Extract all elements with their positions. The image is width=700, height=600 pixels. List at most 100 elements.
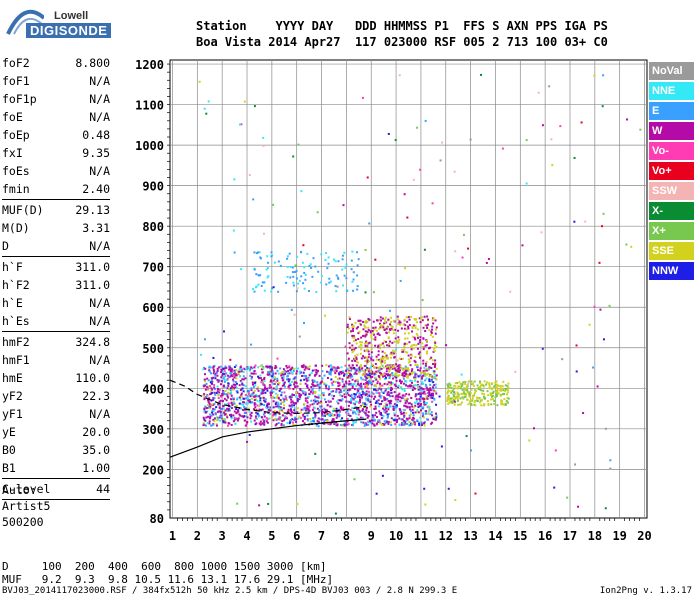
echo-dot: [410, 410, 413, 413]
x-tick-label: 14: [488, 529, 502, 543]
echo-dot: [434, 363, 437, 366]
echo-dot: [373, 384, 376, 387]
echo-dot: [486, 390, 489, 393]
echo-dot: [242, 403, 245, 406]
echo-dot: [405, 351, 408, 354]
echo-dot: [414, 356, 417, 359]
echo-dot: [397, 375, 400, 378]
echo-dot: [460, 392, 463, 395]
echo-dot: [424, 398, 427, 401]
echo-dot: [343, 424, 346, 427]
echo-dot: [282, 375, 285, 378]
echo-dot: [312, 420, 315, 423]
echo-dot: [222, 377, 225, 380]
echo-dot: [454, 397, 457, 400]
echo-dot: [415, 365, 418, 368]
echo-dot: [352, 410, 355, 413]
echo-dot: [506, 389, 509, 392]
echo-dot: [391, 395, 394, 398]
echo-dot: [259, 374, 262, 377]
param-value: N/A: [89, 353, 110, 367]
echo-dot: [480, 389, 483, 392]
echo-dot: [268, 413, 271, 416]
echo-dot: [252, 383, 255, 386]
echo-dot: [219, 410, 222, 413]
noise-dot: [233, 251, 236, 254]
echo-dot: [330, 378, 333, 381]
noise-dot: [609, 467, 612, 470]
echo-dot: [393, 350, 396, 353]
echo-dot: [357, 407, 360, 410]
echo-dot: [212, 376, 215, 379]
echo-dot: [381, 364, 384, 367]
echo-dot: [333, 366, 336, 369]
echo-dot: [253, 268, 256, 271]
echo-dot: [386, 397, 389, 400]
x-tick-label: 7: [318, 529, 325, 543]
echo-dot: [222, 420, 225, 423]
echo-dot: [412, 414, 415, 417]
y-tick-label: 600: [142, 301, 164, 315]
noise-dot: [272, 286, 275, 289]
echo-dot: [407, 358, 410, 361]
echo-dot: [374, 383, 377, 386]
echo-dot: [327, 385, 330, 388]
echo-dot: [279, 408, 282, 411]
echo-dot: [378, 402, 381, 405]
echo-dot: [456, 396, 459, 399]
echo-dot: [312, 392, 315, 395]
echo-dot: [229, 372, 232, 375]
echo-dot: [289, 265, 292, 268]
echo-dot: [271, 396, 274, 399]
x-tick-label: 12: [439, 529, 453, 543]
echo-dot: [239, 407, 242, 410]
echo-dot: [345, 263, 348, 266]
echo-dot: [299, 394, 302, 397]
echo-dot: [502, 389, 505, 392]
echo-dot: [341, 268, 344, 271]
echo-dot: [324, 401, 327, 404]
noise-dot: [573, 156, 576, 159]
echo-dot: [423, 424, 426, 427]
echo-dot: [248, 369, 251, 372]
echo-dot: [250, 372, 253, 375]
echo-dot: [369, 399, 372, 402]
echo-dot: [329, 368, 332, 371]
echo-dot: [448, 401, 451, 404]
echo-dot: [371, 414, 374, 417]
echo-dot: [314, 413, 317, 416]
echo-dot: [501, 393, 504, 396]
echo-dot: [223, 411, 226, 414]
echo-dot: [238, 370, 241, 373]
echo-dot: [212, 396, 215, 399]
echo-dot: [323, 422, 326, 425]
echo-dot: [417, 406, 420, 409]
echo-dot: [260, 392, 263, 395]
echo-dot: [316, 381, 319, 384]
echo-dot: [323, 419, 326, 422]
echo-dot: [390, 327, 393, 330]
noise-dot: [262, 232, 265, 235]
echo-dot: [288, 422, 291, 425]
noise-dot: [639, 128, 642, 131]
echo-dot: [393, 364, 396, 367]
echo-dot: [381, 317, 384, 320]
echo-dot: [212, 413, 215, 416]
echo-dot: [316, 407, 319, 410]
echo-dot: [319, 418, 322, 421]
echo-dot: [259, 364, 262, 367]
echo-dot: [504, 384, 507, 387]
echo-dot: [246, 402, 249, 405]
echo-dot: [347, 404, 350, 407]
echo-dot: [341, 385, 344, 388]
echo-dot: [407, 316, 410, 319]
echo-dot: [356, 417, 359, 420]
echo-dot: [282, 383, 285, 386]
echo-dot: [410, 423, 413, 426]
noise-dot: [537, 91, 540, 94]
echo-dot: [424, 344, 427, 347]
param-row: fxI 9.35: [2, 144, 110, 162]
echo-dot: [423, 366, 426, 369]
echo-dot: [365, 403, 368, 406]
echo-dot: [460, 385, 463, 388]
